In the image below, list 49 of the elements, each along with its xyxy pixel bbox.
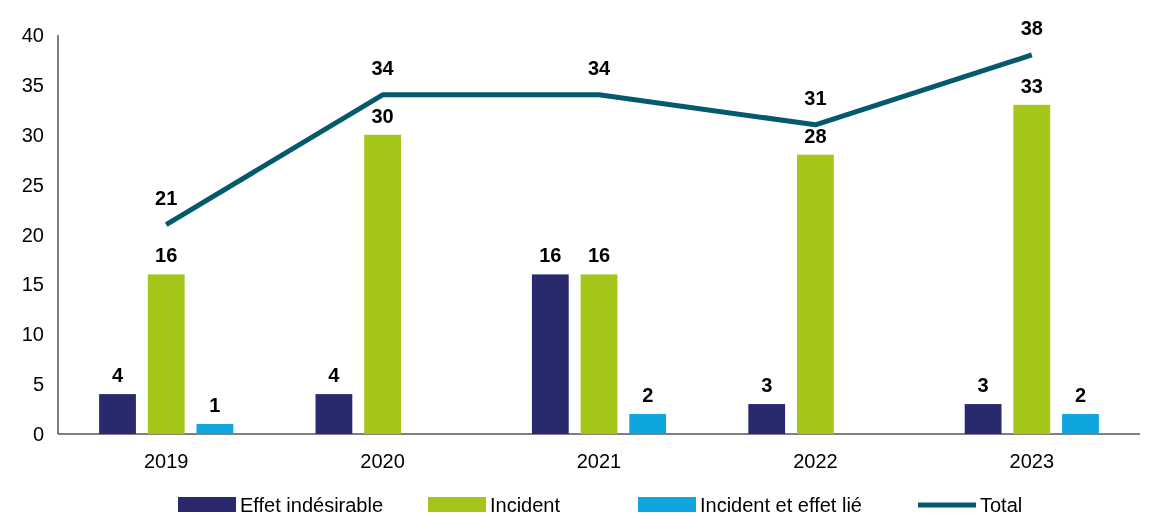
data-label: 34 <box>371 56 395 79</box>
legend-label: Incident et effet lié <box>700 494 862 516</box>
y-tick-label: 25 <box>21 173 44 196</box>
bar <box>629 414 667 434</box>
bar <box>964 404 1002 434</box>
x-tick-label: 2022 <box>793 450 838 472</box>
data-label: 31 <box>804 86 827 109</box>
bar <box>531 274 569 434</box>
x-tick-label: 2020 <box>360 450 405 472</box>
bar <box>1062 414 1099 434</box>
bar <box>147 274 185 434</box>
y-tick-label: 20 <box>21 223 44 246</box>
data-label: 2 <box>642 384 654 407</box>
x-tick-label: 2023 <box>1009 450 1055 472</box>
y-tick-label: 30 <box>21 123 44 146</box>
bar <box>196 424 234 434</box>
y-tick-label: 10 <box>21 323 44 346</box>
y-tick-label: 15 <box>21 273 44 296</box>
bar <box>1013 104 1051 434</box>
data-label: 16 <box>539 244 562 267</box>
x-tick-label: 2019 <box>143 450 189 472</box>
bar <box>99 394 136 434</box>
bar <box>580 274 618 434</box>
legend-label: Effet indésirable <box>240 494 384 516</box>
data-label: 3 <box>977 374 989 397</box>
data-label: 1 <box>209 394 221 417</box>
y-tick-label: 0 <box>32 423 44 445</box>
data-label: 34 <box>587 56 611 79</box>
bar <box>364 134 401 434</box>
bar <box>797 154 834 434</box>
bar <box>315 394 353 434</box>
data-label: 33 <box>1020 74 1043 97</box>
data-label: 21 <box>155 186 178 209</box>
legend-label: Incident <box>490 494 561 516</box>
data-label: 4 <box>328 364 341 387</box>
x-tick-label: 2021 <box>576 450 622 472</box>
data-label: 38 <box>1020 16 1043 39</box>
data-label: 28 <box>804 124 827 147</box>
bar <box>748 404 786 434</box>
legend-label: Total <box>980 494 1023 516</box>
data-label: 4 <box>111 364 124 387</box>
y-tick-label: 40 <box>21 24 44 46</box>
data-label: 16 <box>155 244 178 267</box>
data-label: 30 <box>371 104 394 127</box>
data-label: 16 <box>587 244 611 267</box>
y-tick-label: 5 <box>32 373 44 396</box>
data-label: 2 <box>1074 384 1087 407</box>
data-label: 3 <box>761 374 773 397</box>
y-tick-label: 35 <box>21 73 44 96</box>
